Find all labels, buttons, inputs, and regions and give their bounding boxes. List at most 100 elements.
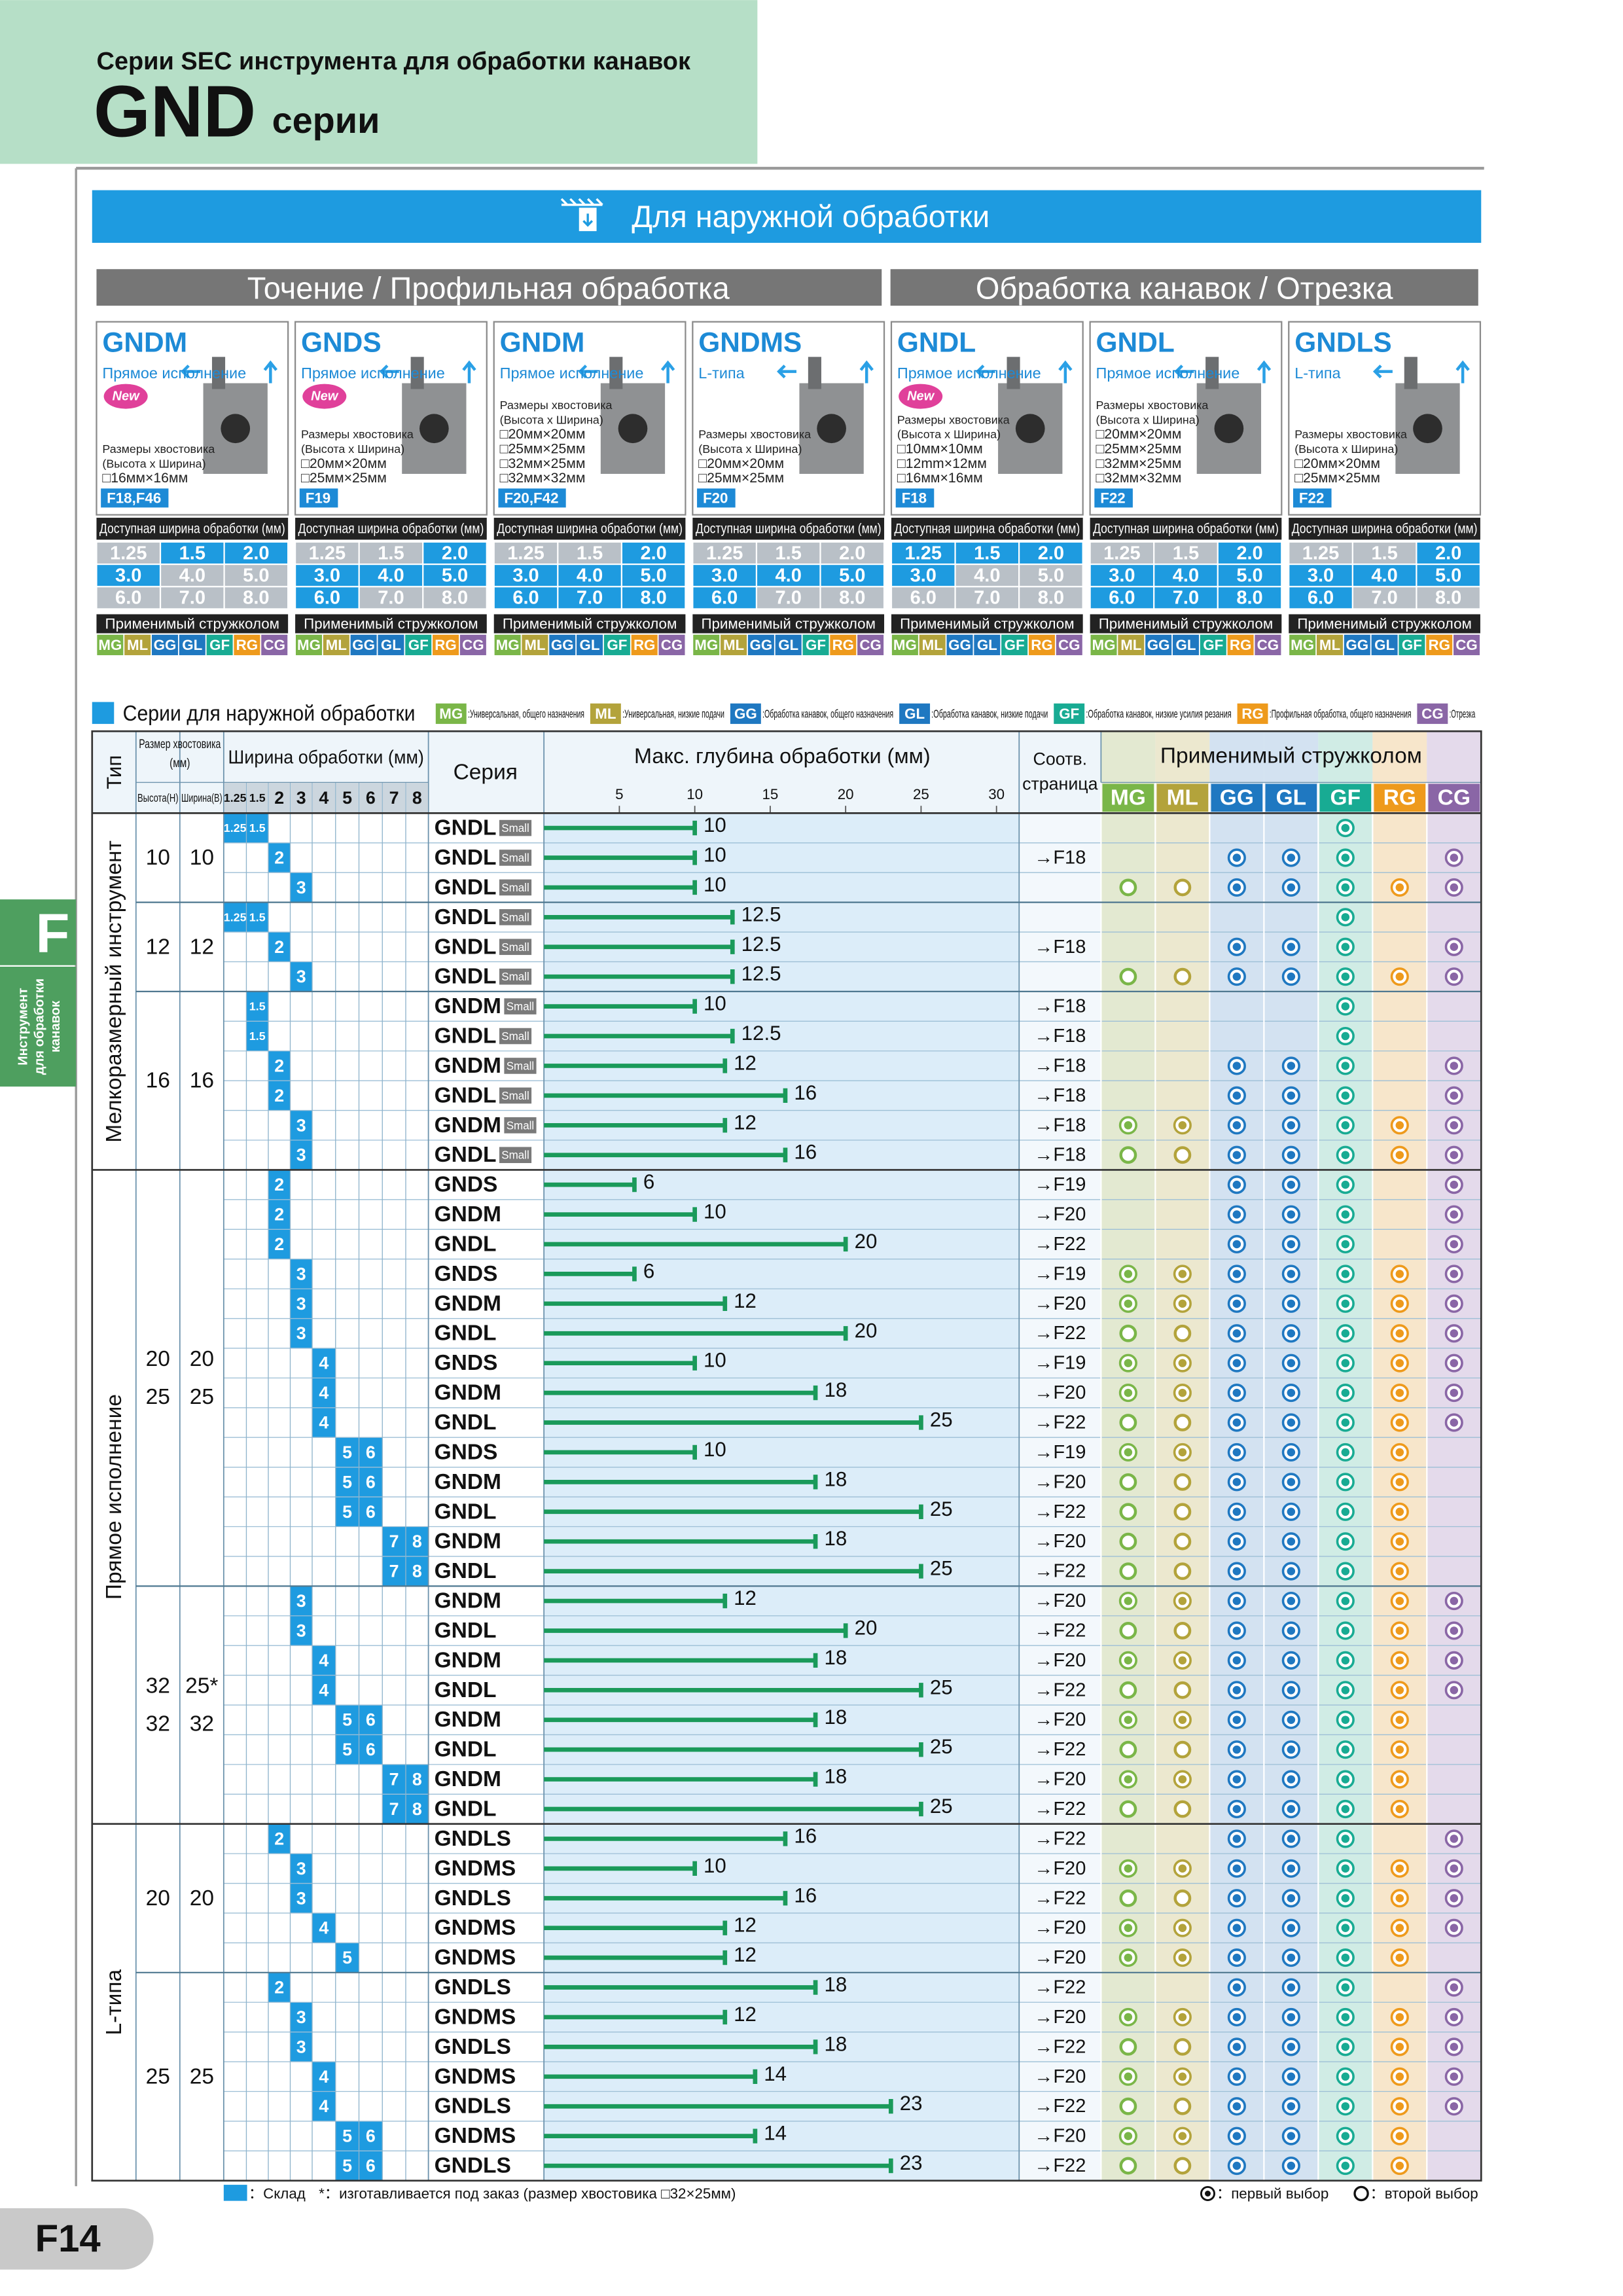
first-choice-dot (1341, 1686, 1350, 1695)
width-value: 7.0 (776, 588, 802, 609)
width-cell (359, 587, 423, 609)
first-choice-dot (1450, 1596, 1459, 1605)
card-size: □32мм×32мм (1096, 471, 1182, 486)
width-cell (406, 1764, 429, 1795)
page-ref: →F20 (1034, 1710, 1086, 1731)
width-value: 3 (296, 878, 306, 897)
page-ref: →F18 (1034, 1085, 1086, 1106)
width-value: 1.5 (974, 543, 1000, 564)
width-cell (1020, 565, 1082, 586)
page-ref: →F22 (1034, 1620, 1086, 1641)
width-cell (757, 587, 820, 609)
legend-code: GF (1059, 706, 1079, 722)
first-choice-dot (1341, 1388, 1350, 1397)
width-value: 4.0 (974, 565, 1000, 586)
width-cell (223, 902, 247, 933)
width-cell (335, 1705, 359, 1735)
width-cell (494, 543, 558, 564)
page-ref: →F20 (1034, 1293, 1086, 1314)
depth-value: 18 (824, 1706, 847, 1729)
first-choice-dot (1287, 1864, 1296, 1873)
legend-description: :Профильная обработка, общего назначения (1270, 707, 1412, 720)
chipbreaker-header-box (1156, 783, 1209, 812)
first-choice-dot (1341, 1953, 1350, 1962)
first-choice-dot (1341, 1121, 1350, 1130)
width-value: 5 (342, 1443, 352, 1462)
page-ref: →F20 (1034, 2126, 1086, 2147)
tool-screw (1214, 414, 1244, 444)
first-choice-dot (1124, 1299, 1133, 1308)
width-value: 3 (296, 1264, 306, 1283)
first-choice-dot (1341, 1567, 1350, 1575)
page-ref: →F19 (1034, 1353, 1086, 1374)
card-kind: L-типа (698, 365, 745, 382)
first-choice-dot (1232, 1359, 1241, 1367)
width-cell (268, 1199, 291, 1230)
card-size-label: Размеры хвостовика (102, 442, 215, 456)
series-name: GNDM (435, 1202, 501, 1227)
chipbreaker-caption: Применимый стружколом (304, 616, 478, 632)
card-kind: L-типа (1294, 365, 1341, 382)
first-choice-dot (1341, 2072, 1350, 2081)
first-choice-dot (1341, 1359, 1350, 1367)
first-choice-dot (1341, 1864, 1350, 1873)
chipbreaker-code-box (1316, 634, 1343, 656)
legend-description: :Универсальная, общего назначения (468, 707, 584, 720)
width-cell (335, 1497, 359, 1527)
width-value: 8.0 (1435, 588, 1461, 609)
depth-bar (544, 1444, 698, 1460)
width-value: 5 (342, 1740, 352, 1759)
header-title-suffix: серии (272, 99, 380, 141)
width-cell (359, 543, 423, 564)
width-cell (1289, 543, 1352, 564)
chipbreaker-code-box (97, 634, 124, 656)
card-page: F22 (1100, 490, 1125, 506)
first-choice-dot (1395, 883, 1404, 892)
tool-blade (609, 357, 623, 389)
page-ref: →F20 (1034, 1858, 1086, 1879)
width-value: 1.5 (776, 543, 802, 564)
first-choice-dot (1287, 1091, 1296, 1100)
series-name: GNDL (435, 1797, 497, 1821)
card-page-box (1293, 488, 1332, 508)
first-choice-dot (1287, 1240, 1296, 1249)
card-size: □25мм×25мм (301, 471, 387, 486)
page-ref: →F20 (1034, 1947, 1086, 1968)
width-value: 7 (389, 1562, 399, 1581)
width-cell (290, 872, 313, 903)
width-cell (290, 1259, 313, 1289)
width-cell (335, 1734, 359, 1765)
depth-tick-label: 25 (913, 786, 929, 802)
page-ref: →F22 (1034, 1234, 1086, 1255)
small-badge: Small (501, 821, 529, 834)
chipbreaker-code: GG (551, 637, 574, 653)
width-value: 6 (366, 1443, 376, 1462)
width-cell (97, 565, 160, 586)
chipbreaker-code-box (494, 634, 521, 656)
new-badge: New (311, 389, 339, 404)
page-ref: →F20 (1034, 1531, 1086, 1552)
chipbreaker-code: ML (524, 637, 545, 653)
width-cell (558, 565, 621, 586)
width-cell (494, 565, 558, 586)
depth-bar (544, 1920, 728, 1935)
width-value: 5.0 (1435, 565, 1461, 586)
depth-bar (544, 1683, 923, 1698)
chipbreaker-code: ML (1120, 637, 1141, 653)
width-value: 4 (319, 1680, 329, 1700)
series-name: GNDL (435, 1143, 497, 1167)
first-choice-dot (1450, 1180, 1459, 1189)
second-choice (1173, 1503, 1192, 1521)
width-cell (335, 1467, 359, 1498)
width-cell (268, 932, 291, 962)
chipbreaker-code: MG (496, 637, 520, 653)
depth-value: 10 (704, 1438, 726, 1461)
first-choice-dot (1395, 1537, 1404, 1546)
shank-height: 25 (146, 1385, 170, 1409)
series-name: GNDM (435, 1589, 501, 1613)
series-name: GNDL (435, 965, 497, 989)
first-choice-dot (1232, 1418, 1241, 1427)
width-value: 8.0 (442, 588, 468, 609)
first-choice-dot (1124, 2013, 1133, 2022)
table-frame (91, 730, 1482, 2182)
